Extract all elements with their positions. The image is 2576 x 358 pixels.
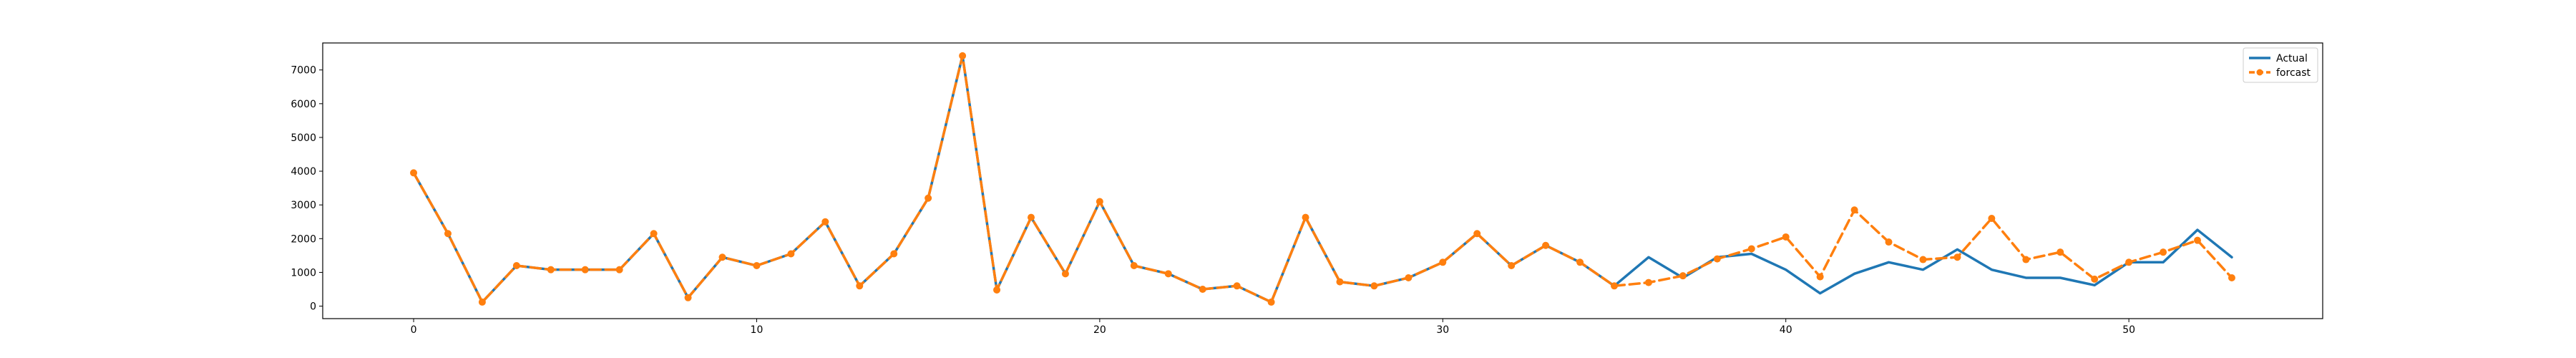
data-point-forcast [1919,256,1927,263]
data-point-forcast [547,266,555,274]
data-point-forcast [2022,256,2030,263]
data-point-forcast [1233,282,1241,290]
y-tick-label: 5000 [291,132,316,144]
data-point-forcast [1199,286,1206,294]
data-point-forcast [1267,298,1275,306]
axes-group: 0 10 20 30 40 50 0 1000 2000 3000 4000 5000 6000 7000 [291,42,2323,336]
data-point-forcast [1370,282,1378,290]
data-point-forcast [2228,274,2235,281]
y-tick-label: 1000 [291,267,316,279]
data-point-forcast [615,266,623,274]
y-tick-label: 7000 [291,65,316,77]
x-tick-label: 50 [2122,324,2135,336]
data-point-forcast [1747,245,1755,253]
data-point-forcast [1611,282,1619,290]
y-tick-label: 3000 [291,200,316,211]
legend: Actual forcast [2243,47,2318,83]
legend-label-forcast: forcast [2276,67,2311,79]
data-point-forcast [1953,253,1961,261]
data-point-forcast [856,282,864,290]
x-tick-label: 40 [1780,324,1792,336]
x-tick-label: 0 [411,324,417,336]
data-point-forcast [787,250,795,258]
data-point-forcast [1850,206,1858,214]
legend-label-actual: Actual [2276,53,2308,64]
data-point-forcast [2194,236,2202,244]
data-point-forcast [1816,273,1824,281]
data-point-forcast [1782,233,1790,241]
x-tick-label: 10 [751,324,763,336]
data-point-forcast [2091,275,2099,283]
data-point-forcast [1576,258,1584,266]
data-point-forcast [581,266,589,274]
data-point-forcast [993,286,1001,294]
data-point-forcast [2160,248,2167,256]
data-point-forcast [821,218,829,226]
data-point-forcast [1508,262,1516,270]
data-point-forcast [1988,215,1996,223]
plot-frame [322,42,2323,319]
data-point-forcast [2125,258,2133,266]
y-tick-label: 0 [310,301,316,313]
data-point-forcast [959,52,967,59]
data-point-forcast [1885,238,1893,246]
data-point-forcast [718,253,726,261]
data-point-forcast [1713,255,1721,263]
data-point-forcast [1439,258,1447,266]
data-point-forcast [650,230,658,238]
series-line-actual [412,54,2233,304]
data-point-forcast [753,262,761,270]
series-group [410,52,2235,306]
data-point-forcast [890,250,898,258]
data-point-forcast [1644,279,1652,286]
data-point-forcast [1336,278,1344,286]
y-tick-label: 6000 [291,99,316,110]
data-point-forcast [478,298,486,306]
data-point-forcast [1405,274,1413,281]
series-line-forcast [412,54,2233,304]
y-tick-label: 2000 [291,233,316,245]
data-point-forcast [1542,241,1550,249]
data-point-forcast [684,294,692,301]
data-point-forcast [1096,198,1103,205]
legend-marker-forcast [2256,69,2263,76]
y-tick-label: 4000 [291,166,316,178]
x-tick-label: 30 [1436,324,1449,336]
data-point-forcast [1061,270,1069,278]
data-point-forcast [1679,272,1687,280]
data-point-forcast [1473,230,1481,238]
data-point-forcast [1164,270,1172,278]
data-point-forcast [410,169,418,177]
data-point-forcast [2057,248,2064,256]
x-tick-label: 20 [1093,324,1106,336]
data-point-forcast [1027,213,1035,221]
data-point-forcast [512,262,520,270]
data-point-forcast [444,230,452,238]
data-point-forcast [924,194,932,202]
data-point-forcast [1130,262,1138,270]
data-point-forcast [1302,213,1309,221]
